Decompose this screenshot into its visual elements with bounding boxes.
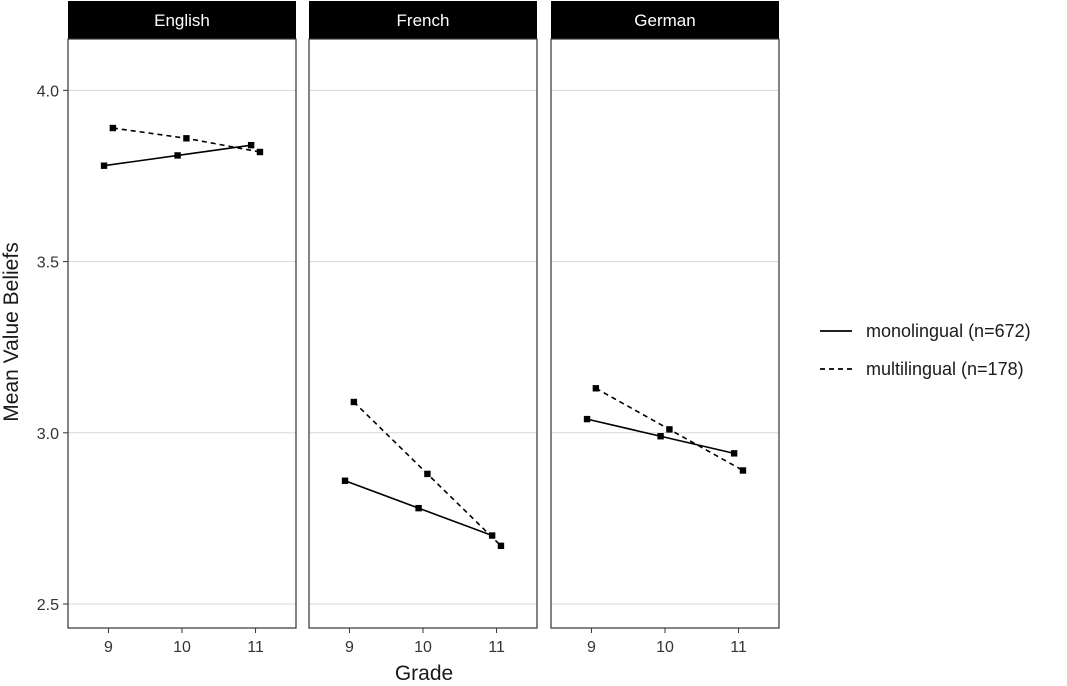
x-axis-title: Grade [395, 662, 453, 681]
panel-english: English 9 10 11 2.5 3.0 3.5 4.0 [37, 1, 297, 656]
x-tick-label-english-11: 11 [247, 639, 264, 656]
x-tick-label-german-11: 11 [730, 639, 747, 656]
strip-french [309, 1, 537, 39]
strip-label-french: French [397, 11, 450, 30]
x-tick-label-german-10: 10 [656, 639, 674, 656]
y-tick-label-2-5: 2.5 [37, 597, 59, 614]
point-multilingual-n-178-german-9 [592, 385, 600, 392]
point-multilingual-n-178-german-11 [739, 467, 747, 474]
point-multilingual-n-178-french-9 [350, 398, 358, 406]
point-monolingual-n-672-french-9 [341, 477, 349, 484]
point-multilingual-n-178-french-11 [497, 542, 505, 550]
point-multilingual-n-178-french-10 [424, 470, 431, 478]
point-monolingual-n-672-french-10 [415, 504, 422, 512]
strip-label-english: English [154, 11, 210, 30]
strip-german [551, 1, 779, 39]
plot-area-german [551, 39, 779, 628]
x-tick-label-english-9: 9 [104, 639, 113, 656]
plot-area-english [68, 39, 296, 628]
point-monolingual-n-672-english-9 [100, 162, 108, 169]
point-monolingual-n-672-english-11 [247, 141, 255, 149]
point-multilingual-n-178-english-9 [109, 124, 117, 132]
strip-label-german: German [634, 11, 695, 30]
point-multilingual-n-178-german-10 [666, 426, 673, 433]
x-tick-label-french-9: 9 [345, 639, 354, 656]
panel-french: French 9 10 11 [308, 1, 538, 656]
y-tick-label-4: 4.0 [37, 83, 59, 100]
point-monolingual-n-672-german-10 [657, 433, 664, 440]
point-monolingual-n-672-english-10 [174, 152, 181, 159]
x-tick-label-french-11: 11 [488, 639, 505, 656]
point-multilingual-n-178-english-10 [183, 135, 190, 142]
y-axis-title: Mean Value Beliefs [0, 242, 23, 421]
panel-german: German 9 10 11 [550, 1, 780, 656]
point-monolingual-n-672-german-9 [583, 415, 591, 423]
legend-label-monolingual-n-672: monolingual (n=672) [866, 321, 1031, 341]
x-tick-label-german-9: 9 [587, 639, 596, 656]
x-tick-label-french-10: 10 [414, 639, 432, 656]
legend: monolingual (n=672) multilingual (n=178) [820, 321, 1031, 379]
point-multilingual-n-178-english-11 [256, 148, 264, 156]
point-monolingual-n-672-german-11 [730, 450, 738, 457]
plot-area-french [309, 39, 537, 628]
y-tick-label-3-5: 3.5 [37, 255, 59, 272]
legend-label-multilingual-n-178: multilingual (n=178) [866, 359, 1024, 379]
x-tick-label-english-10: 10 [173, 639, 191, 656]
strip-english [68, 1, 296, 39]
y-tick-label-3: 3.0 [37, 426, 59, 443]
point-monolingual-n-672-french-11 [488, 532, 496, 539]
